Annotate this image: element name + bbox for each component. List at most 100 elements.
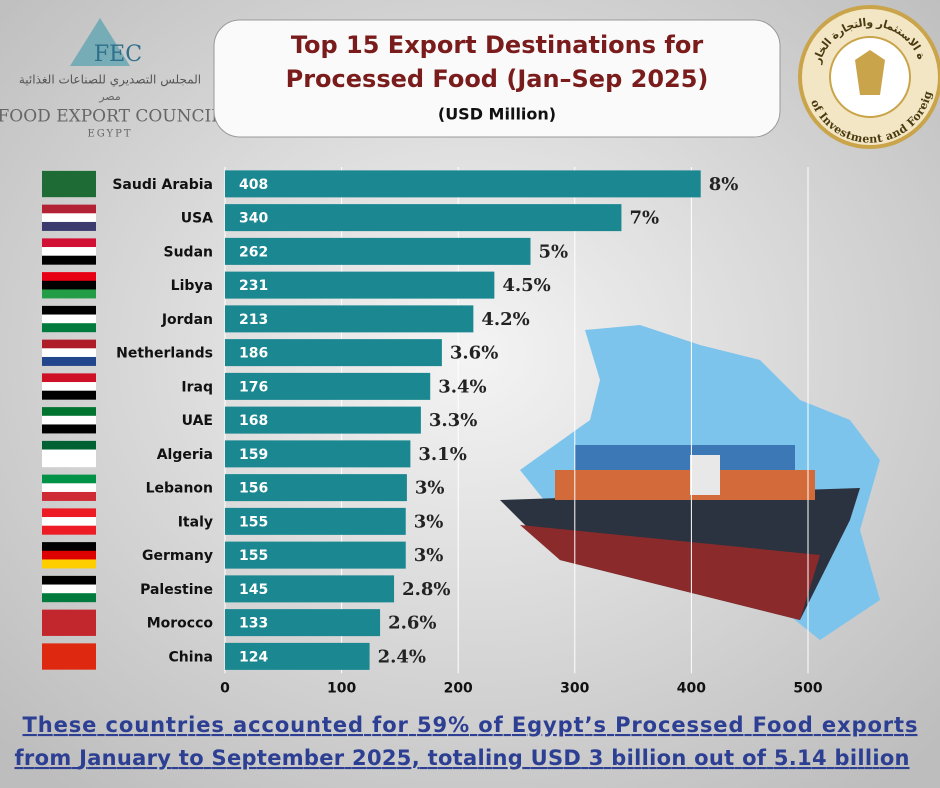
share-label: 2.6% <box>388 613 436 634</box>
bar <box>225 541 406 569</box>
logo-abbr: FEC <box>94 42 142 67</box>
flag-stripe <box>42 575 96 585</box>
value-label: 340 <box>239 211 268 227</box>
category-label: Germany <box>142 548 213 564</box>
flag-stripe <box>42 305 96 315</box>
x-tick-label: 500 <box>793 680 822 696</box>
flag-stripe <box>42 626 96 636</box>
flag-stripe <box>42 517 96 527</box>
category-label: Italy <box>178 514 213 530</box>
flag-stripe <box>42 323 96 333</box>
share-label: 7% <box>629 208 659 229</box>
containers <box>555 470 815 500</box>
bridge <box>690 455 720 495</box>
bar <box>225 406 421 434</box>
bar <box>225 609 381 637</box>
chart-subtitle: (USD Million) <box>438 105 556 124</box>
bar <box>225 507 406 535</box>
logo-arabic-country: مصر <box>98 90 121 103</box>
logo-shape <box>70 18 130 66</box>
flag-stripe <box>42 255 96 265</box>
share-label: 2.8% <box>402 579 450 600</box>
bar <box>225 474 407 502</box>
value-label: 168 <box>239 413 268 429</box>
flag-stripe <box>42 440 96 450</box>
flag-stripe <box>42 204 96 214</box>
flag-stripe <box>42 542 96 552</box>
category-label: Palestine <box>140 582 213 598</box>
share-label: 3% <box>415 478 445 499</box>
share-label: 5% <box>538 241 568 262</box>
flag-stripe <box>42 339 96 349</box>
logo-arabic: المجلس التصديري للصناعات الغذائية <box>19 73 201 88</box>
containers <box>575 445 795 470</box>
x-tick-label: 100 <box>327 680 356 696</box>
value-label: 133 <box>239 616 268 632</box>
share-label: 4.2% <box>481 309 529 330</box>
share-label: 3% <box>414 545 444 566</box>
title-wrap: Top 15 Export Destinations for Processed… <box>286 31 709 93</box>
logo: FEC المجلس التصديري للصناعات الغذائية مص… <box>0 18 223 140</box>
flag-stripe <box>42 584 96 594</box>
value-label: 176 <box>239 379 268 395</box>
bar <box>225 642 370 670</box>
value-label: 156 <box>239 481 268 497</box>
share-label: 3.1% <box>418 444 466 465</box>
flag-stripe <box>42 314 96 324</box>
flag-stripe <box>42 525 96 535</box>
category-label: UAE <box>182 413 213 429</box>
flag-stripe <box>42 213 96 223</box>
flag-stripe <box>42 179 96 189</box>
bar-chart: 0 100 200 300 400 500 Saudi Arabia 408 8% USA 340 7… <box>42 167 823 696</box>
flag-stripe <box>42 458 96 468</box>
flag-stripe <box>42 247 96 257</box>
flag-stripe <box>42 483 96 493</box>
category-label: Libya <box>171 278 213 294</box>
ship-illustration <box>500 325 880 640</box>
flag-stripe <box>42 373 96 383</box>
logo-country: EGYPT <box>87 129 132 140</box>
share-label: 2.4% <box>378 646 426 667</box>
seal-eagle <box>855 50 885 95</box>
flag-stripe <box>42 221 96 231</box>
bar <box>225 271 495 299</box>
x-tick-label: 200 <box>444 680 473 696</box>
flag-stripe <box>42 238 96 248</box>
bar <box>225 170 701 198</box>
bar <box>225 440 411 468</box>
flag-stripe <box>42 348 96 358</box>
flag-stripe <box>42 491 96 501</box>
flag-stripe <box>42 660 96 670</box>
flag-stripe <box>42 618 96 628</box>
category-label: Saudi Arabia <box>112 177 213 193</box>
flag-stripe <box>42 508 96 518</box>
share-label: 4.5% <box>502 275 550 296</box>
bar <box>225 575 395 603</box>
category-label: Sudan <box>164 244 214 260</box>
flag-stripe <box>42 593 96 603</box>
flag-stripe <box>42 188 96 198</box>
x-tick-label: 300 <box>560 680 589 696</box>
flag-stripe <box>42 652 96 662</box>
bar <box>225 372 431 400</box>
footer-line: These countries accounted for 59% of Egy… <box>23 713 918 737</box>
footer-line: from January to September 2025, totaling… <box>15 746 910 770</box>
value-label: 231 <box>239 278 268 294</box>
value-label: 408 <box>239 177 268 193</box>
bar <box>225 204 622 232</box>
flag-stripe <box>42 643 96 653</box>
share-label: 3.6% <box>450 343 498 364</box>
share-label: 3% <box>414 511 444 532</box>
category-label: USA <box>181 211 213 227</box>
category-label: Netherlands <box>116 346 213 362</box>
value-label: 155 <box>239 548 268 564</box>
value-label: 124 <box>239 649 268 665</box>
flag-stripe <box>42 474 96 484</box>
share-label: 3.3% <box>429 410 477 431</box>
share-label: 8% <box>709 174 739 195</box>
category-label: Morocco <box>147 616 214 632</box>
flag-stripe <box>42 550 96 560</box>
flag-stripe <box>42 280 96 290</box>
bar <box>225 339 442 367</box>
